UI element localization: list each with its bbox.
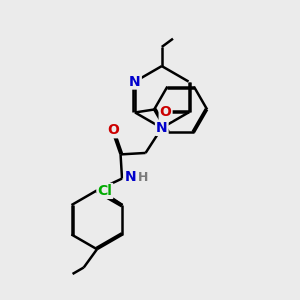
Text: Cl: Cl [98,184,112,198]
Text: H: H [138,171,148,184]
Text: N: N [124,170,136,184]
Text: O: O [107,123,119,137]
Text: O: O [160,106,172,119]
Text: N: N [156,121,168,135]
Text: N: N [129,74,141,88]
